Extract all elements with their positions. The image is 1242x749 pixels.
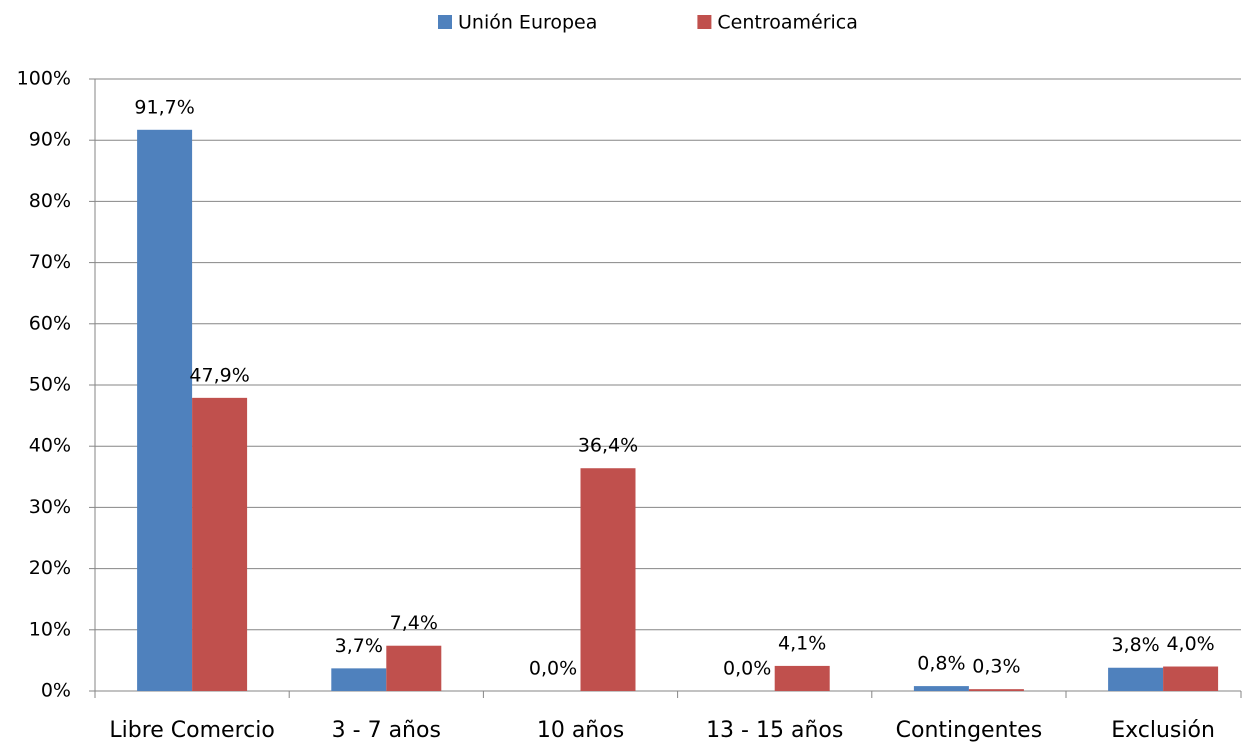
value-label: 36,4% [578, 435, 638, 457]
legend-label: Unión Europea [458, 12, 597, 34]
bar [192, 397, 248, 691]
y-tick-label: 80% [29, 190, 71, 212]
bar [1108, 667, 1164, 691]
bar [137, 129, 193, 691]
value-label: 0,0% [529, 658, 577, 680]
y-tick-label: 70% [29, 251, 71, 273]
bar [580, 468, 636, 691]
y-tick-label: 90% [29, 129, 71, 151]
x-tick-label: 13 - 15 años [706, 718, 843, 743]
value-label: 47,9% [189, 364, 249, 386]
x-tick-label: Exclusión [1111, 718, 1215, 743]
x-tick-label: 10 años [537, 718, 624, 743]
value-label: 3,8% [1111, 634, 1159, 656]
bar [1163, 666, 1219, 691]
y-tick-label: 20% [29, 557, 71, 579]
x-tick-label: Libre Comercio [109, 718, 274, 743]
value-label: 7,4% [390, 612, 438, 634]
y-tick-label: 30% [29, 496, 71, 518]
legend-label: Centroamérica [717, 12, 858, 34]
y-tick-label: 0% [41, 680, 71, 702]
legend-swatch [438, 15, 452, 29]
bar [386, 645, 442, 691]
bar [331, 668, 387, 691]
y-tick-label: 50% [29, 374, 71, 396]
value-label: 3,7% [335, 635, 383, 657]
value-label: 4,1% [778, 632, 826, 654]
y-tick-label: 60% [29, 312, 71, 334]
value-label: 0,0% [723, 658, 771, 680]
y-tick-label: 40% [29, 435, 71, 457]
x-tick-label: Contingentes [896, 718, 1043, 743]
y-tick-label: 100% [17, 68, 71, 90]
x-tick-label: 3 - 7 años [332, 718, 441, 743]
y-tick-label: 10% [29, 618, 71, 640]
legend-swatch [697, 15, 712, 29]
value-label: 4,0% [1166, 633, 1214, 655]
value-label: 0,3% [972, 656, 1020, 678]
bar [774, 665, 830, 691]
bar [968, 689, 1024, 691]
bar [913, 686, 969, 691]
value-label: 0,8% [917, 653, 965, 675]
value-label: 91,7% [134, 96, 194, 118]
